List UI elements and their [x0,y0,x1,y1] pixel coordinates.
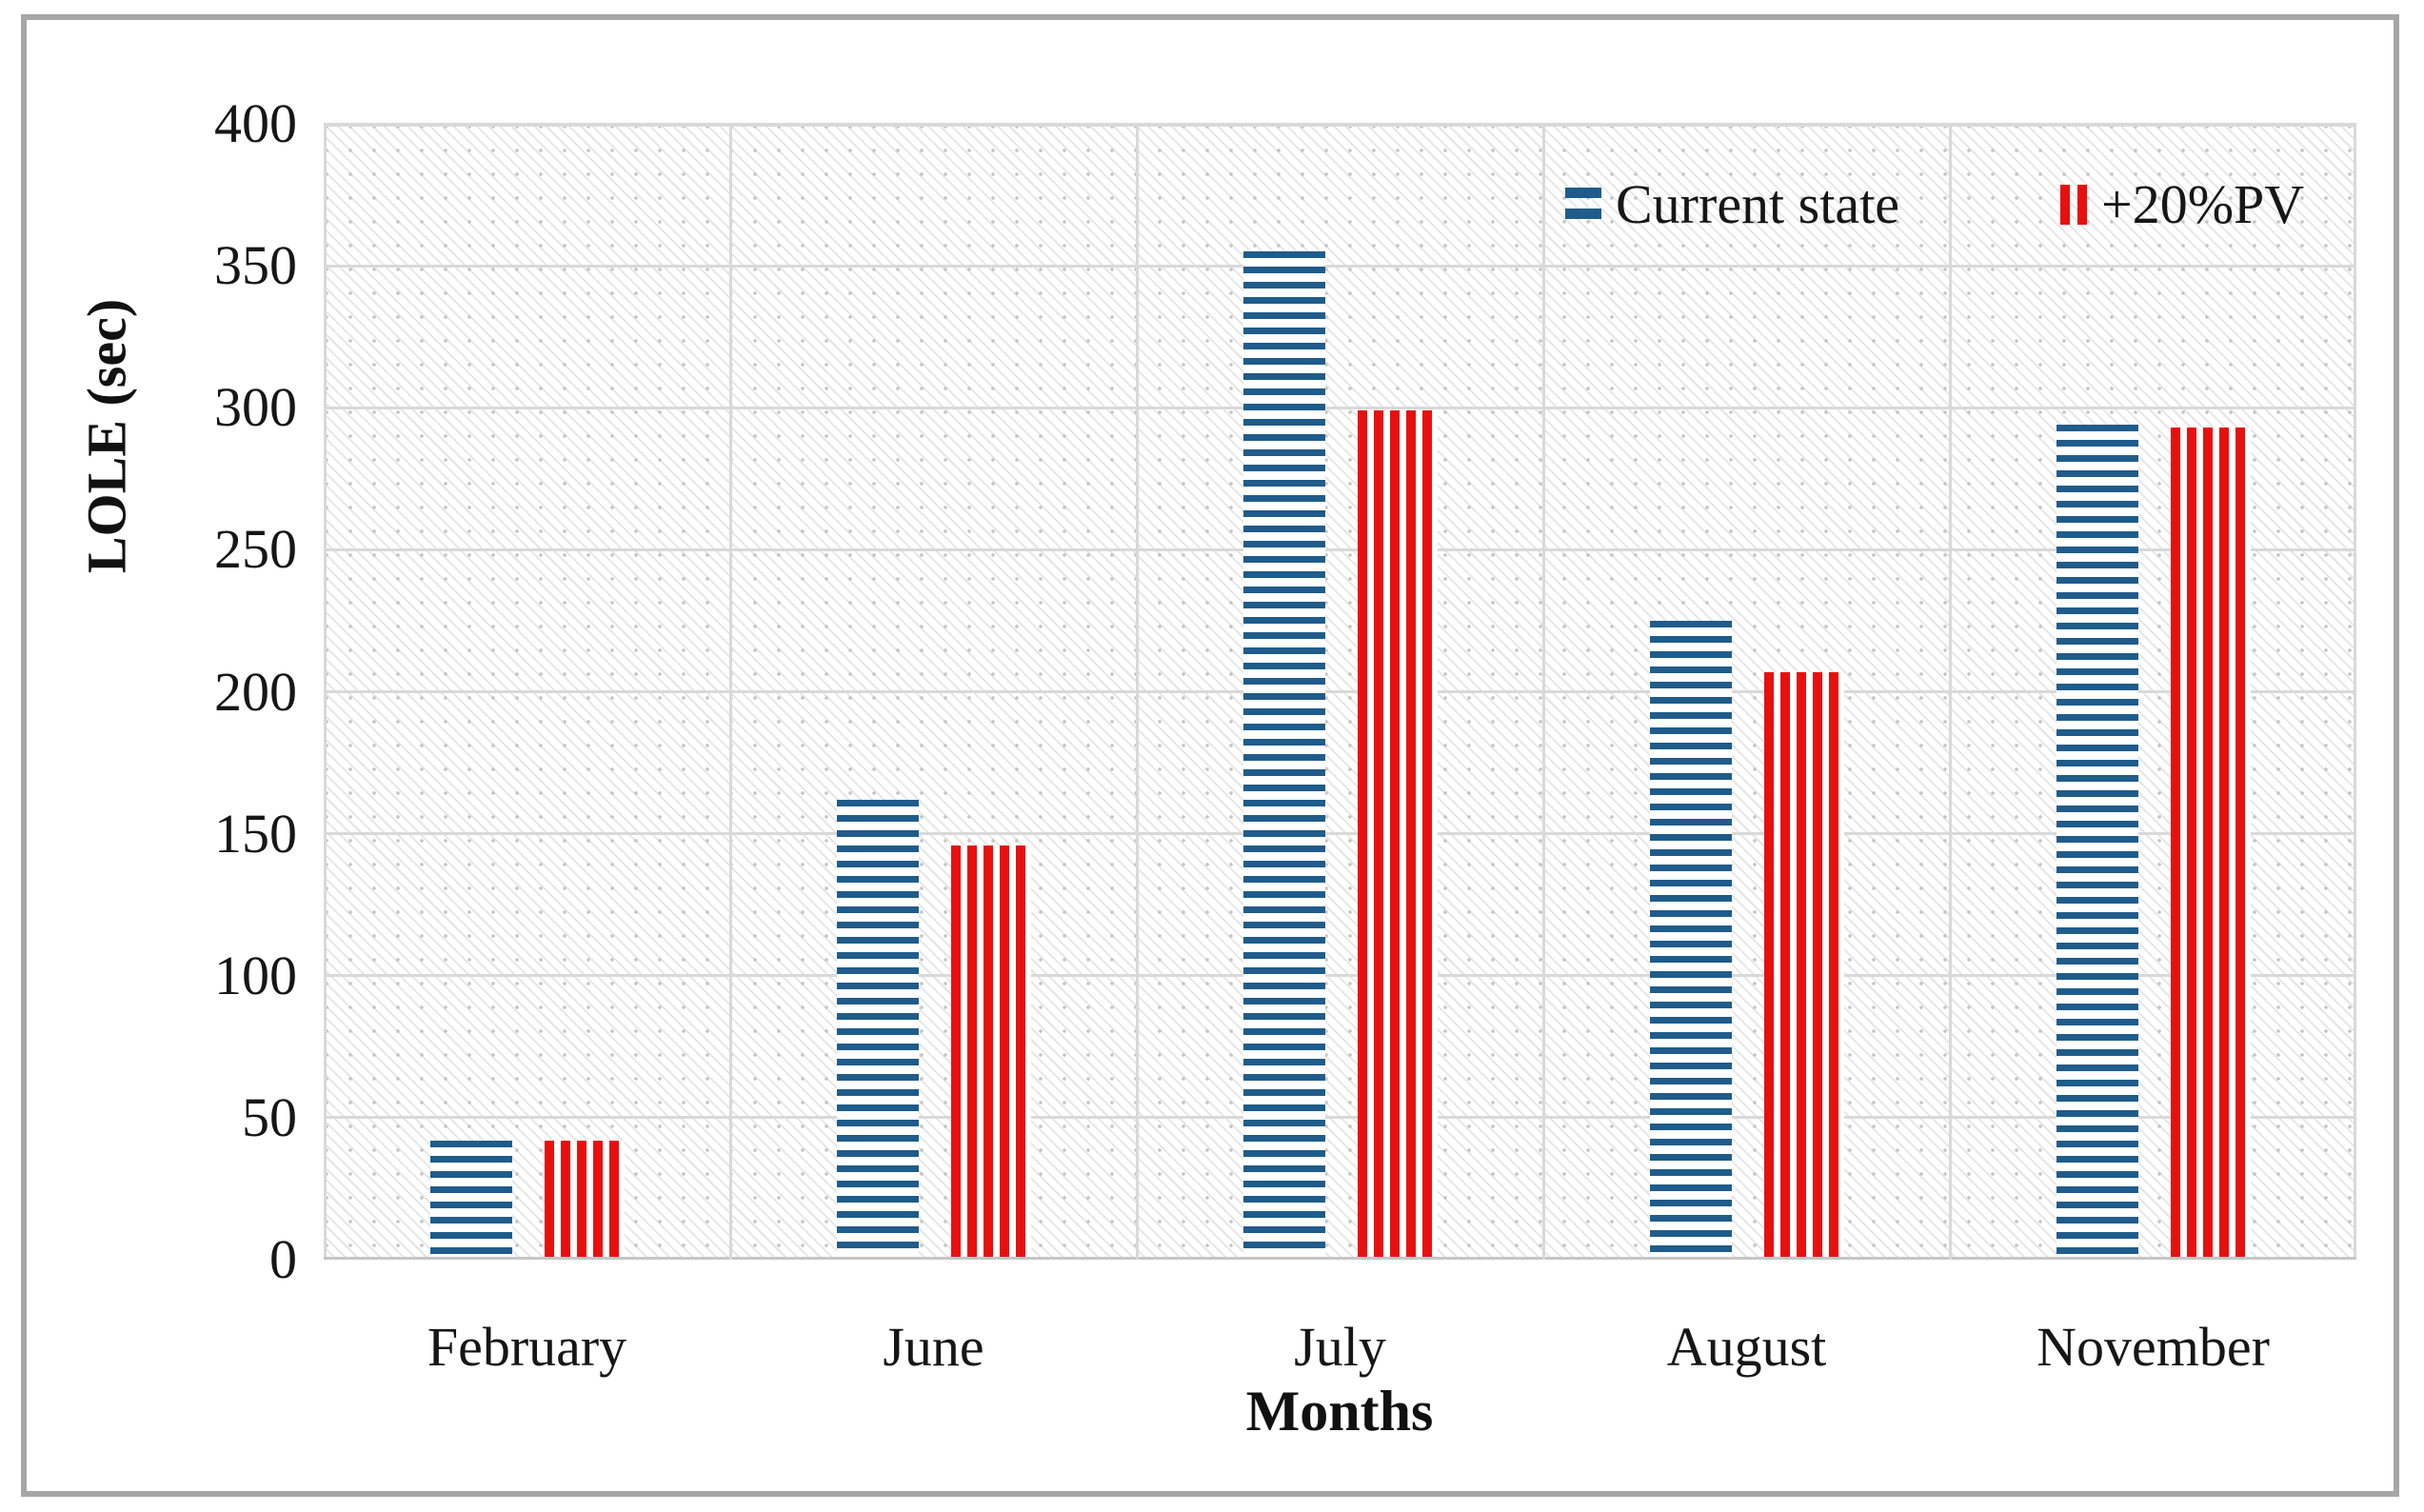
plus-20pv-swatch-icon [2060,185,2087,225]
y-tick-label: 50 [242,1085,297,1148]
x-tick-label: November [2037,1316,2270,1378]
y-tick-label: 0 [269,1228,297,1290]
gridline-horizontal [324,122,2356,126]
y-tick-label: 400 [214,92,297,154]
bar-current-state [1242,251,1325,1257]
current-state-swatch-icon [1565,188,1601,222]
y-tick-label: 100 [214,944,297,1006]
x-tick-label: February [427,1316,627,1378]
bar-current-state [836,799,919,1257]
x-tick-label: June [883,1316,984,1378]
x-tick-label: August [1666,1316,1827,1378]
gridline-horizontal [324,1116,2356,1120]
gridline-horizontal [324,690,2356,693]
x-tick-label: July [1294,1316,1386,1378]
gridline-horizontal [324,974,2356,978]
bar-current-state [1649,620,1732,1257]
bar-current-state [429,1140,512,1257]
y-tick-label: 350 [214,234,297,297]
legend-item-plus-20pv: +20%PV [2060,172,2304,237]
gridline-vertical [1948,124,1952,1260]
legend-label-plus-20pv: +20%PV [2101,173,2305,235]
x-axis-line [324,1257,2356,1260]
bar-current-state [2056,425,2138,1257]
legend-label-current-state: Current state [1616,173,1899,235]
y-tick-label: 150 [214,802,297,865]
y-tick-label: 200 [214,660,297,723]
gridline-horizontal [324,832,2356,836]
plot-area [324,122,2356,1260]
bar-plus-20pv [950,845,1031,1257]
x-axis-title: Months [1245,1380,1434,1442]
bar-plus-20pv [1357,410,1438,1257]
y-tick-label: 300 [214,376,297,439]
y-axis-title: LOLE (sec) [75,298,138,574]
bar-plus-20pv [2170,428,2251,1257]
bar-plus-20pv [1763,671,1844,1257]
gridline-horizontal [324,547,2356,551]
gridline-horizontal [324,264,2356,268]
gridline-vertical [1135,124,1139,1260]
gridline-horizontal [324,406,2356,409]
gridline-vertical [1541,124,1545,1260]
bar-plus-20pv [544,1140,625,1257]
y-tick-label: 250 [214,518,297,581]
legend-item-current-state: Current state [1565,172,1899,237]
plot-border-top [324,124,2356,127]
gridline-vertical [728,124,732,1260]
